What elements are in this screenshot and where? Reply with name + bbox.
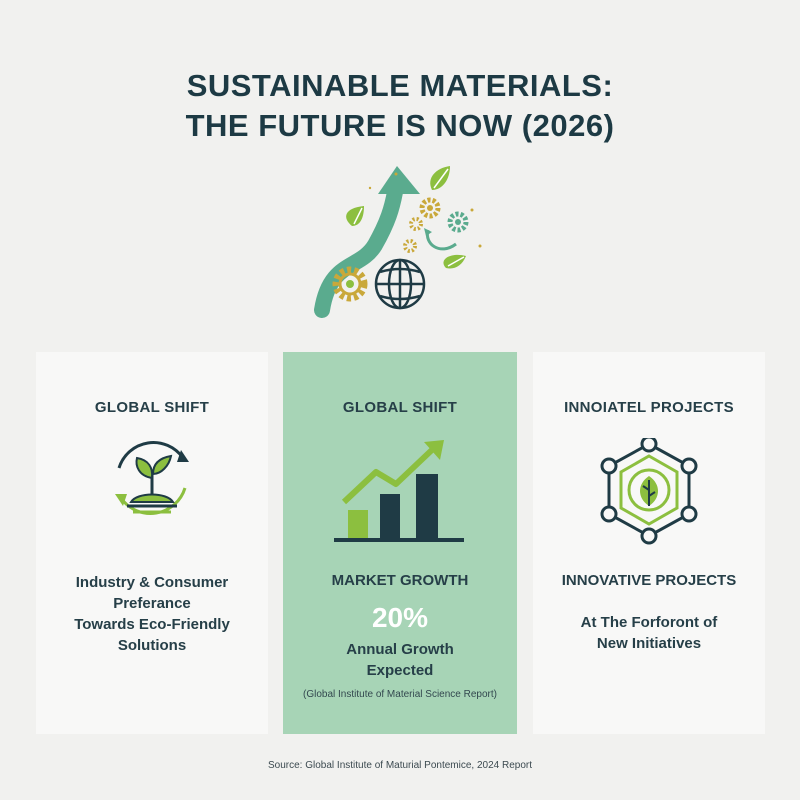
card-description-line: At The Forforont of: [580, 614, 718, 631]
card-description-line: Industry & Consumer: [75, 574, 229, 591]
card-heading: GLOBAL SHIFT: [342, 399, 458, 416]
stat-label-line: Annual Growth: [346, 641, 454, 658]
card-market-growth: GLOBAL SHIFT MARKET GROWTH 20% Annual Gr…: [283, 352, 517, 734]
card-subheading: INNOVATIVE PROJECTS: [561, 572, 737, 589]
source-footnote: Source: Global Institute of Maturial Pon…: [267, 760, 533, 771]
card-description: At The Forforont of New Initiatives: [547, 612, 751, 654]
page-title: SUSTAINABLE MATERIALS: THE FUTURE IS NOW…: [0, 66, 800, 146]
card-description-line: Solutions: [117, 637, 187, 654]
card-heading: GLOBAL SHIFT: [94, 399, 210, 416]
card-global-shift: GLOBAL SHIFT Industry & Consumer Prefera…: [36, 352, 268, 734]
seedling-cycle-icon: [115, 441, 189, 515]
stat-label: Annual Growth Expected: [303, 639, 497, 681]
stat-value: 20%: [371, 602, 429, 633]
card-description: Industry & Consumer Preferance Towards E…: [50, 572, 254, 656]
hexagon-leaf-network-icon: [600, 438, 698, 545]
card-description-line: Preferance: [113, 595, 191, 612]
title-line-2: THE FUTURE IS NOW (2026): [185, 108, 615, 143]
title-line-1: SUSTAINABLE MATERIALS:: [186, 68, 614, 103]
card-heading: INNOIATEL PROJECTS: [564, 399, 734, 416]
card-innovative-projects: INNOIATEL PROJECTS INNOVATIVE PROJECTS A…: [533, 352, 765, 734]
card-subheading: MARKET GROWTH: [331, 572, 469, 589]
bar-chart-growth-icon: [334, 440, 464, 542]
growth-arrow-globe-gears-icon: [314, 166, 482, 318]
card-description-line: Towards Eco-Friendly: [74, 616, 230, 633]
card-description-line: New Initiatives: [596, 635, 702, 652]
stat-source: (Global Institute of Material Science Re…: [303, 689, 497, 700]
stat-label-line: Expected: [366, 662, 434, 679]
